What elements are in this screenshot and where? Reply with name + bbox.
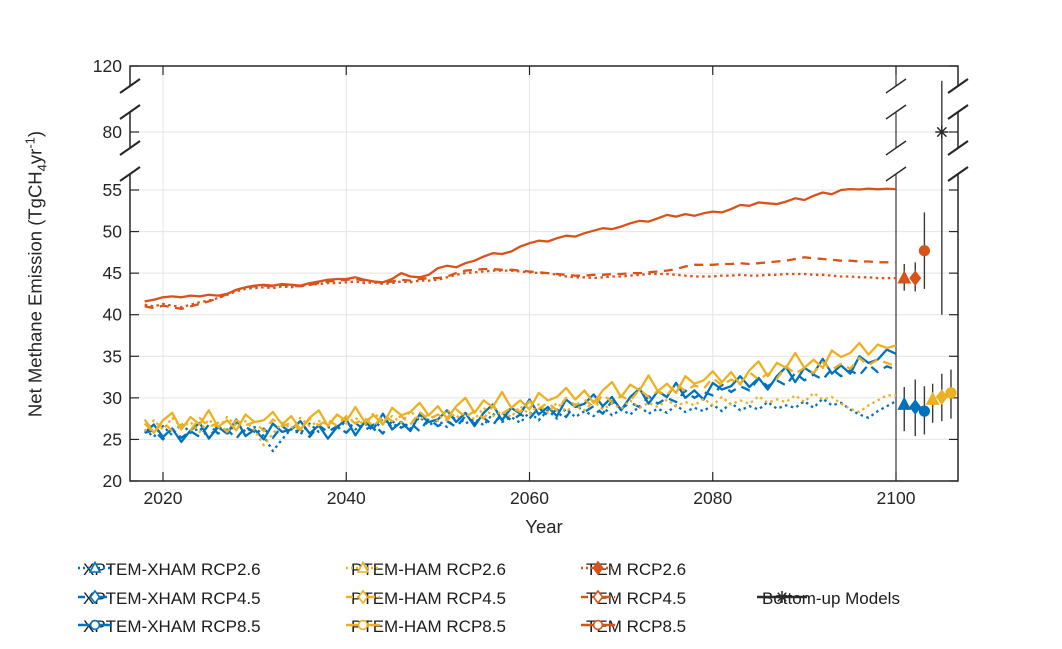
legend-item: XPTEM-XHAM RCP4.5 bbox=[78, 585, 261, 613]
error-bar-PTEM-HAM RCP2.6 bbox=[925, 383, 940, 423]
y-axis-label: Net Methane Emission (TgCH4yr-1) bbox=[22, 130, 50, 417]
legend-item-label: TEM RCP8.5 bbox=[586, 617, 687, 636]
error-bar-XPTEM-XHAM RCP8.5 bbox=[918, 386, 931, 435]
error-bar-TEM RCP2.6 bbox=[897, 263, 912, 291]
legend-item: TEM RCP8.5 bbox=[581, 613, 686, 641]
legend-item: TEM RCP4.5 bbox=[581, 585, 686, 613]
legend-item-label: PTEM-HAM RCP4.5 bbox=[351, 589, 506, 608]
series-XPTEM-XHAM RCP2.6 bbox=[143, 397, 897, 453]
legend-item-label: PTEM-HAM RCP8.5 bbox=[351, 617, 506, 636]
axis-breaks bbox=[118, 78, 981, 182]
y-tick-label: 55 bbox=[103, 180, 122, 200]
error-bar-XPTEM-XHAM RCP4.5 bbox=[909, 379, 922, 437]
x-tick-label: 2020 bbox=[144, 488, 183, 508]
error-bar-XPTEM-XHAM RCP2.6 bbox=[897, 387, 912, 432]
solid-circle-sample bbox=[346, 619, 380, 631]
dotted-triangle-sample bbox=[78, 560, 112, 573]
legend-item-label: TEM RCP4.5 bbox=[586, 589, 687, 608]
y-tick-label: 80 bbox=[103, 122, 123, 142]
legend-item-label: TEM RCP2.6 bbox=[586, 560, 687, 579]
y-tick-label: 45 bbox=[103, 263, 122, 283]
series-XPTEM-XHAM RCP8.5 bbox=[143, 348, 897, 444]
y-tick-label: 120 bbox=[93, 56, 122, 76]
x-axis-label: Year bbox=[525, 516, 563, 537]
legend-item: PTEM-HAM RCP2.6 bbox=[346, 556, 506, 584]
legend-item: Bottom-up Models bbox=[757, 585, 900, 613]
x-tick-label: 2060 bbox=[510, 488, 549, 508]
series-PTEM-HAM RCP8.5 bbox=[143, 341, 897, 434]
legend-item: TEM RCP2.6 bbox=[581, 556, 686, 584]
y-tick-label: 50 bbox=[103, 222, 123, 242]
series-TEM RCP2.6 bbox=[144, 269, 896, 309]
solid-circle-sample bbox=[581, 619, 615, 631]
dashed-diamond-sample bbox=[581, 589, 615, 605]
legend-item: XPTEM-XHAM RCP2.6 bbox=[78, 556, 261, 584]
legend-item: PTEM-HAM RCP4.5 bbox=[346, 585, 506, 613]
legend-item-label: XPTEM-XHAM RCP2.6 bbox=[83, 560, 261, 579]
y-tick-label: 20 bbox=[103, 471, 123, 491]
axes: 2020 2040 2060 2080 2100 20 25 30 35 40 45 50 55 80 12… bbox=[93, 56, 959, 508]
y-tick-label: 25 bbox=[103, 429, 122, 449]
x-tick-label: 2100 bbox=[877, 488, 916, 508]
legend-item-label: XPTEM-XHAM RCP8.5 bbox=[83, 617, 261, 636]
legend-item: PTEM-HAM RCP8.5 bbox=[346, 613, 506, 641]
series-TEM RCP4.5 bbox=[144, 256, 896, 311]
y-tick-label: 40 bbox=[103, 305, 123, 325]
dotted-triangle-sample bbox=[346, 560, 380, 573]
legend-item-label: XPTEM-XHAM RCP4.5 bbox=[83, 589, 261, 608]
solid-circle-sample bbox=[78, 619, 112, 631]
legend: XPTEM-XHAM RCP2.6 XPTEM-XHAM RCP4.5 XPTEM-… bbox=[0, 556, 1062, 649]
y-tick-label: 30 bbox=[103, 388, 123, 408]
dotted-diamond-sample bbox=[581, 560, 615, 576]
y-tick-label: 35 bbox=[103, 346, 122, 366]
legend-item-label: PTEM-HAM RCP2.6 bbox=[351, 560, 506, 579]
dashed-diamond-sample bbox=[346, 589, 380, 605]
error-bar-PTEM-HAM RCP8.5 bbox=[945, 369, 957, 419]
series-PTEM-HAM RCP4.5 bbox=[143, 356, 897, 434]
error-bar-TEM RCP8.5 bbox=[918, 212, 931, 289]
x-tick-label: 2080 bbox=[693, 488, 732, 508]
series-lines bbox=[143, 187, 897, 453]
legend-item: XPTEM-XHAM RCP8.5 bbox=[78, 613, 261, 641]
dashed-diamond-sample bbox=[78, 589, 112, 605]
solid-asterisk-sample bbox=[757, 591, 807, 603]
error-bars bbox=[897, 80, 957, 437]
series-PTEM-HAM RCP2.6 bbox=[143, 391, 896, 447]
error-bar-TEM RCP4.5 bbox=[909, 262, 922, 292]
series-TEM RCP8.5 bbox=[144, 187, 897, 303]
error-bar-Bottom-up Models bbox=[935, 80, 949, 315]
legend-item-label: Bottom-up Models bbox=[762, 589, 900, 608]
x-tick-label: 2040 bbox=[327, 488, 366, 508]
y-axis-label-box: Net Methane Emission (TgCH4yr-1) bbox=[8, 66, 64, 481]
error-bar-PTEM-HAM RCP4.5 bbox=[935, 373, 948, 422]
